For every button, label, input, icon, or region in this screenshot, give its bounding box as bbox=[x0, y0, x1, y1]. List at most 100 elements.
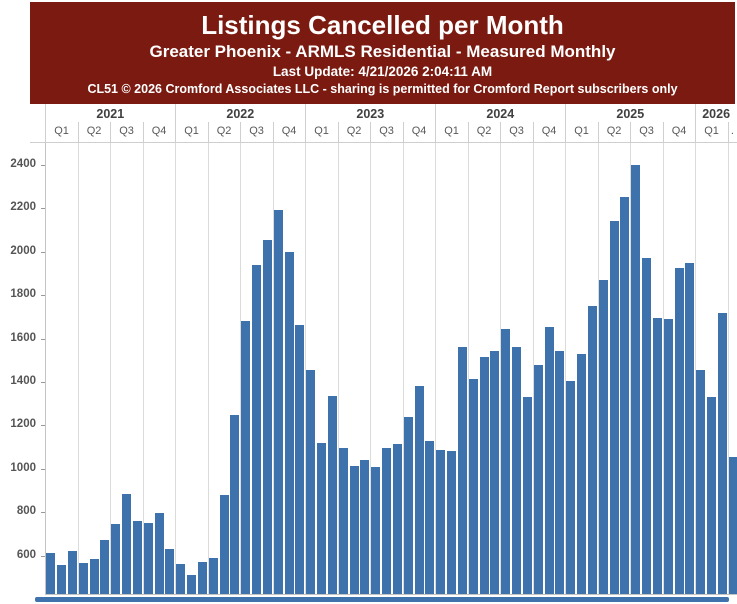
month-bar bbox=[176, 564, 186, 594]
month-bar bbox=[122, 493, 132, 594]
quarter-gridline bbox=[532, 142, 534, 594]
month-bar bbox=[522, 397, 532, 594]
x-axis-year-label: 2026 bbox=[702, 107, 731, 121]
y-axis-label: 1000 bbox=[10, 461, 36, 474]
y-axis-tick bbox=[41, 208, 45, 210]
quarter-gridline bbox=[565, 142, 567, 594]
month-bar bbox=[674, 268, 684, 594]
quarter-separator-line bbox=[240, 121, 242, 142]
month-bar bbox=[457, 347, 467, 594]
horizontal-scrollbar-thumb[interactable] bbox=[35, 597, 729, 602]
quarter-gridline bbox=[597, 142, 599, 594]
quarter-gridline bbox=[175, 142, 177, 594]
y-axis-tick bbox=[41, 512, 45, 514]
x-axis-quarter-label: Q4 bbox=[411, 124, 427, 137]
x-axis-line bbox=[45, 594, 737, 595]
month-bar bbox=[598, 280, 608, 594]
month-bar bbox=[317, 442, 327, 594]
quarter-separator-line bbox=[402, 121, 404, 142]
month-bar bbox=[78, 563, 88, 594]
x-axis-year-label: 2022 bbox=[226, 107, 255, 121]
y-axis-label: 2400 bbox=[10, 158, 36, 171]
month-bar bbox=[425, 440, 435, 594]
month-bar bbox=[252, 264, 262, 594]
quarter-separator-line bbox=[272, 121, 274, 142]
quarter-separator-line bbox=[467, 121, 469, 142]
quarter-gridline bbox=[240, 142, 242, 594]
quarter-gridline bbox=[662, 142, 664, 594]
last-update-text: Last Update: 4/21/2026 2:04:11 AM bbox=[272, 64, 493, 79]
month-bar bbox=[219, 494, 229, 594]
quarter-gridline bbox=[630, 142, 632, 594]
y-axis-tick bbox=[41, 468, 45, 470]
quarter-separator-line bbox=[662, 121, 664, 142]
y-axis-tick bbox=[41, 165, 45, 167]
x-axis-quarter-label: Q4 bbox=[151, 124, 167, 137]
month-bar bbox=[577, 353, 587, 594]
x-axis-quarter-label: Q4 bbox=[281, 124, 297, 137]
month-bar bbox=[306, 370, 316, 594]
x-axis-quarter-label: Q2 bbox=[476, 124, 492, 137]
month-bar bbox=[501, 328, 511, 594]
x-axis-quarter-label: Q1 bbox=[574, 124, 589, 137]
quarter-separator-line bbox=[597, 121, 599, 142]
month-bar bbox=[295, 324, 305, 594]
quarter-gridline bbox=[305, 142, 307, 594]
quarter-separator-line bbox=[727, 121, 729, 142]
month-bar bbox=[187, 575, 197, 594]
quarter-separator-line bbox=[500, 121, 502, 142]
x-axis-quarter-label: Q2 bbox=[606, 124, 622, 137]
month-bar bbox=[717, 312, 727, 594]
year-separator-line bbox=[435, 104, 437, 142]
y-axis-tick bbox=[41, 251, 45, 253]
month-bar bbox=[490, 350, 500, 594]
x-axis-quarter-label: Q3 bbox=[509, 124, 524, 137]
quarter-separator-line bbox=[532, 121, 534, 142]
x-axis-year-label: 2021 bbox=[96, 107, 125, 121]
y-axis-label: 1600 bbox=[10, 331, 36, 344]
x-axis-quarter-label: Q2 bbox=[346, 124, 362, 137]
quarter-gridline bbox=[370, 142, 372, 594]
chart-header: Listings Cancelled per Month Greater Pho… bbox=[30, 2, 735, 104]
month-bar bbox=[197, 562, 207, 594]
quarter-gridline bbox=[77, 142, 79, 594]
quarter-gridline bbox=[402, 142, 404, 594]
y-axis-label: 2200 bbox=[10, 201, 36, 214]
y-axis-label: 600 bbox=[16, 548, 36, 561]
quarter-separator-line bbox=[77, 121, 79, 142]
month-bar bbox=[392, 443, 402, 594]
month-bar bbox=[663, 319, 673, 594]
month-bar bbox=[685, 262, 695, 594]
x-axis-quarter-label: Q3 bbox=[639, 124, 654, 137]
x-axis-year-label: 2023 bbox=[356, 107, 385, 121]
y-axis-label: 1200 bbox=[10, 418, 36, 431]
month-bar bbox=[533, 364, 543, 594]
x-axis-year-label: 2025 bbox=[616, 107, 645, 121]
y-axis-tick bbox=[41, 425, 45, 427]
month-bar bbox=[262, 239, 272, 594]
month-bar bbox=[338, 448, 348, 594]
x-axis-quarter-label: Q3 bbox=[379, 124, 394, 137]
month-bar bbox=[631, 165, 641, 594]
month-bar bbox=[479, 357, 489, 594]
month-bar bbox=[468, 378, 478, 594]
quarter-gridline bbox=[435, 142, 437, 594]
month-bar bbox=[512, 347, 522, 594]
month-bar bbox=[382, 448, 392, 594]
quarter-gridline bbox=[727, 142, 729, 594]
month-bar bbox=[566, 380, 576, 594]
copyright-text: CL51 © 2026 Cromford Associates LLC - sh… bbox=[87, 82, 678, 96]
month-bar bbox=[89, 558, 99, 594]
month-bar bbox=[230, 414, 240, 594]
month-bar bbox=[403, 416, 413, 594]
month-bar bbox=[46, 553, 56, 594]
y-axis-tick bbox=[41, 382, 45, 384]
quarter-separator-line bbox=[142, 121, 144, 142]
y-axis-line bbox=[45, 142, 47, 594]
x-axis-quarter-label: Q2 bbox=[86, 124, 102, 137]
quarter-gridline bbox=[467, 142, 469, 594]
month-bar bbox=[360, 460, 370, 594]
month-bar bbox=[111, 524, 121, 594]
month-bar bbox=[544, 326, 554, 594]
month-bar bbox=[132, 520, 142, 594]
